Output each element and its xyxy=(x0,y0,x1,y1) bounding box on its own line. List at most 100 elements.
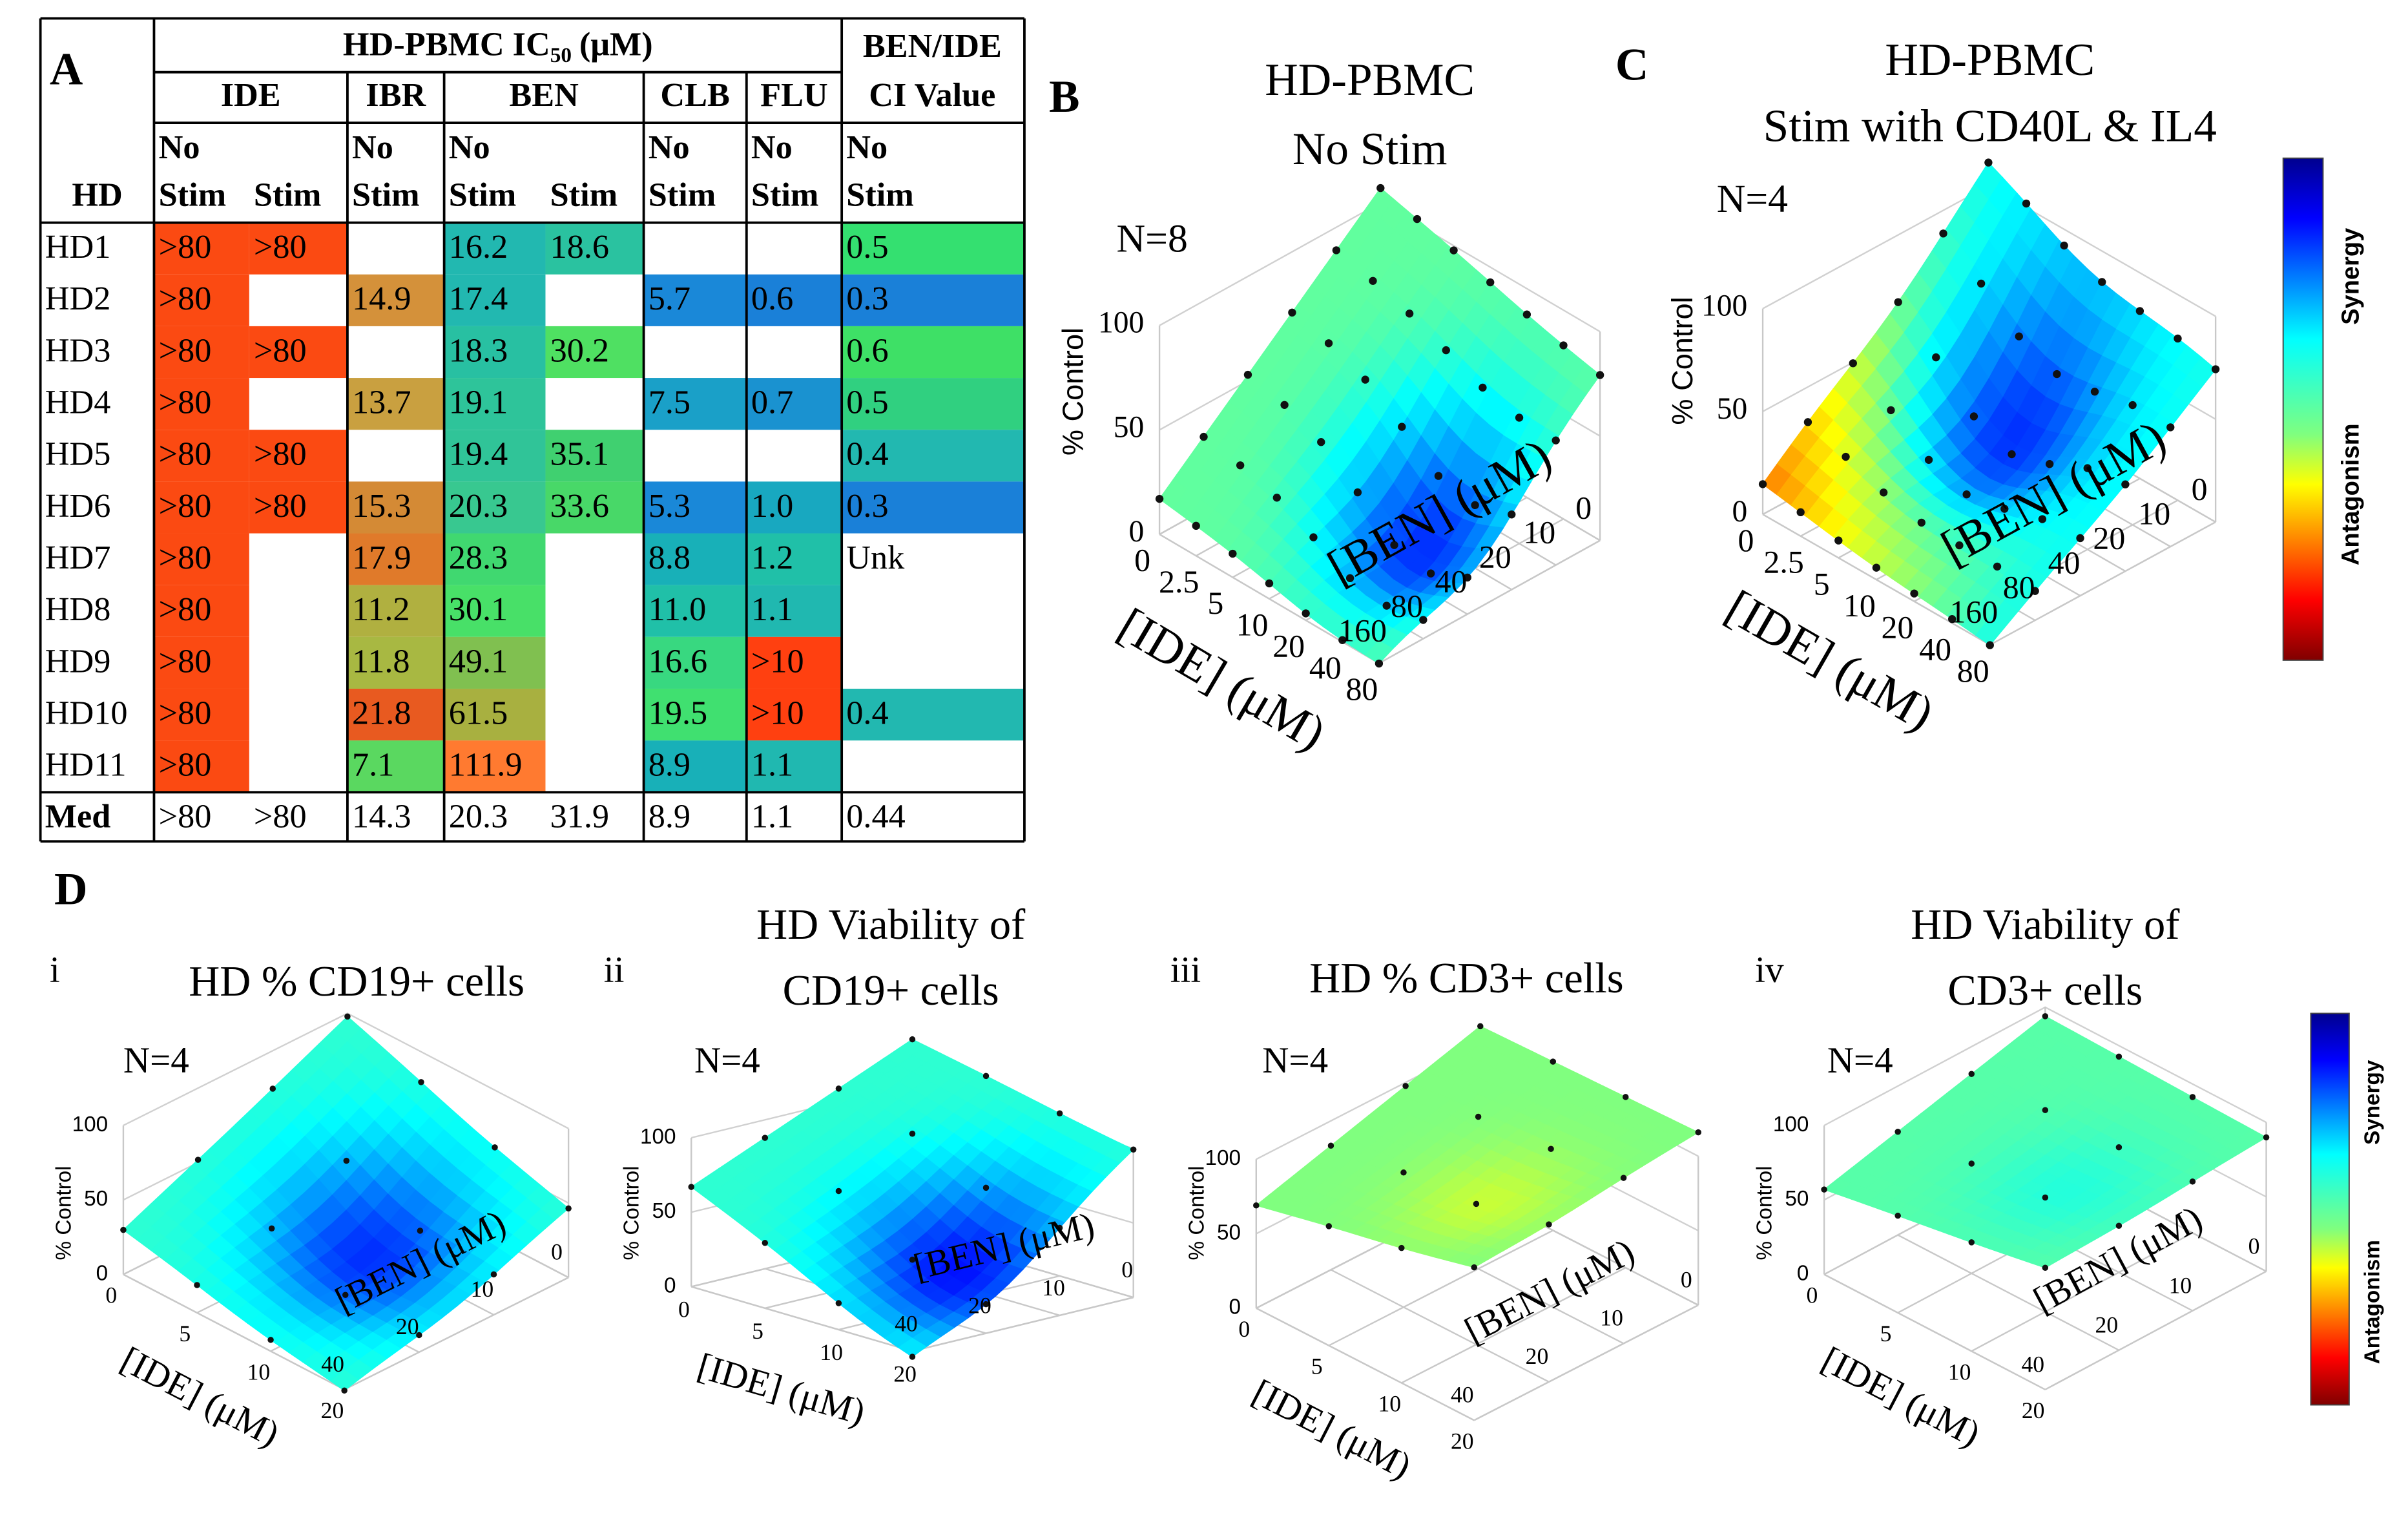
table-cell: 0.44 xyxy=(846,798,905,835)
surface-point xyxy=(1229,549,1237,558)
cell-fill xyxy=(154,481,249,534)
plot-title: Stim with CD40L & IL4 xyxy=(1763,100,2217,151)
cell-fill xyxy=(444,222,546,275)
ben-tick-label: 0 xyxy=(551,1239,563,1264)
cell-fill xyxy=(746,274,842,326)
surface-point xyxy=(1376,183,1385,193)
table-cell: 18.3 xyxy=(449,331,508,369)
table-cell: >80 xyxy=(159,280,212,317)
cell-fill xyxy=(545,430,644,482)
surface-point xyxy=(2045,460,2054,468)
drug-header: FLU xyxy=(760,76,828,114)
ide-tick-label: 80 xyxy=(1957,653,1989,689)
surface-point xyxy=(1130,1146,1137,1153)
axis-line xyxy=(1378,539,1601,664)
surface-point xyxy=(268,1225,275,1232)
surface-point xyxy=(1317,438,1325,446)
surface-patch xyxy=(1364,640,1394,664)
sub-header: Stim xyxy=(352,176,420,214)
table-cell: HD6 xyxy=(45,487,111,525)
table-cell: 20.3 xyxy=(449,487,508,525)
z-tick-label: 100 xyxy=(1773,1113,1809,1136)
ben-tick-label: 20 xyxy=(1526,1343,1549,1369)
table-cell: >80 xyxy=(254,798,307,835)
plot-title: No Stim xyxy=(1292,123,1448,174)
cell-fill xyxy=(347,740,444,793)
surface-point xyxy=(1842,452,1850,461)
sub-header: No xyxy=(449,129,490,166)
surface-point xyxy=(2166,423,2175,432)
surface-point xyxy=(1398,423,1406,431)
table-cell: 1.0 xyxy=(751,487,793,525)
table-cell: >10 xyxy=(751,642,804,680)
ben-tick-label: 80 xyxy=(1391,588,1423,623)
table-cell: 17.4 xyxy=(449,280,508,317)
z-tick-label: 0 xyxy=(1229,1295,1241,1319)
x-axis-label: [IDE] (μM) xyxy=(114,1339,285,1455)
table-cell: 1.2 xyxy=(751,539,793,576)
cell-fill xyxy=(842,688,1024,741)
panel-label: D xyxy=(54,863,87,914)
table-cell: 14.9 xyxy=(352,280,411,317)
sub-header: No xyxy=(352,129,393,166)
plot-title: HD-PBMC xyxy=(1265,54,1475,105)
plot-title: HD % CD19+ cells xyxy=(189,958,524,1005)
surface-point xyxy=(835,1085,842,1092)
cell-fill xyxy=(842,430,1024,482)
cell-fill xyxy=(444,533,546,585)
ide-tick-label: 5 xyxy=(1814,566,1830,602)
surface-point xyxy=(1192,521,1200,530)
table-cell: 0.4 xyxy=(846,694,888,731)
ide-tick-label: 0 xyxy=(1738,523,1754,558)
surface-point xyxy=(1265,579,1274,588)
surface-point xyxy=(1369,277,1377,285)
surface-point xyxy=(1471,501,1479,510)
surface-point xyxy=(1993,562,2002,571)
z-axis-label: % Control xyxy=(1185,1166,1209,1260)
panel-label: iii xyxy=(1170,950,1201,990)
ben-tick-label: 10 xyxy=(1523,514,1555,550)
ben-tick-label: 40 xyxy=(2021,1351,2044,1377)
ben-tick-label: 0 xyxy=(1681,1266,1692,1292)
axis-line xyxy=(1330,1269,1550,1383)
sub-header: Stim xyxy=(449,176,517,214)
cell-fill xyxy=(643,585,747,637)
surface-point xyxy=(1434,472,1443,480)
ben-tick-label: 160 xyxy=(1949,594,1998,630)
cell-fill xyxy=(154,585,249,637)
table-cell: >80 xyxy=(159,435,212,473)
table-cell: >80 xyxy=(254,487,307,525)
z-tick-label: 50 xyxy=(1785,1187,1809,1211)
z-axis-label: % Control xyxy=(1056,328,1089,455)
ide-tick-label: 40 xyxy=(1919,631,1951,667)
surface-point xyxy=(342,1292,349,1298)
sub-header: Stim xyxy=(159,176,227,214)
surface-point xyxy=(2115,1053,2123,1060)
table-cell: 1.1 xyxy=(751,746,793,784)
ben-tick-label: 0 xyxy=(1575,490,1592,525)
cell-fill xyxy=(249,222,348,275)
surface-point xyxy=(1477,1023,1484,1030)
plot-title: CD19+ cells xyxy=(783,967,999,1014)
surface-point xyxy=(2098,278,2106,286)
ben-tick-label: 40 xyxy=(2048,545,2081,581)
table-cell: HD9 xyxy=(45,642,111,680)
surface-point xyxy=(1471,1264,1478,1271)
table-cell: 28.3 xyxy=(449,539,508,576)
table-cell: 20.3 xyxy=(449,798,508,835)
panel-label: ii xyxy=(604,950,625,990)
axis-line xyxy=(1328,1229,1553,1346)
surface-point xyxy=(1449,246,1458,255)
z-tick-label: 0 xyxy=(96,1261,109,1285)
z-tick-label: 100 xyxy=(1205,1146,1241,1170)
surface-point xyxy=(688,1184,694,1190)
ben-tick-label: 20 xyxy=(2093,521,2125,556)
surface-point xyxy=(1821,1186,1827,1193)
ben-tick-label: 10 xyxy=(471,1276,494,1302)
ben-tick-label: 20 xyxy=(2095,1312,2119,1337)
cell-fill xyxy=(545,326,644,379)
surface-point xyxy=(1327,1142,1334,1149)
cell-fill xyxy=(249,326,348,379)
surface-point xyxy=(565,1205,572,1212)
z-tick-label: 50 xyxy=(652,1199,676,1223)
